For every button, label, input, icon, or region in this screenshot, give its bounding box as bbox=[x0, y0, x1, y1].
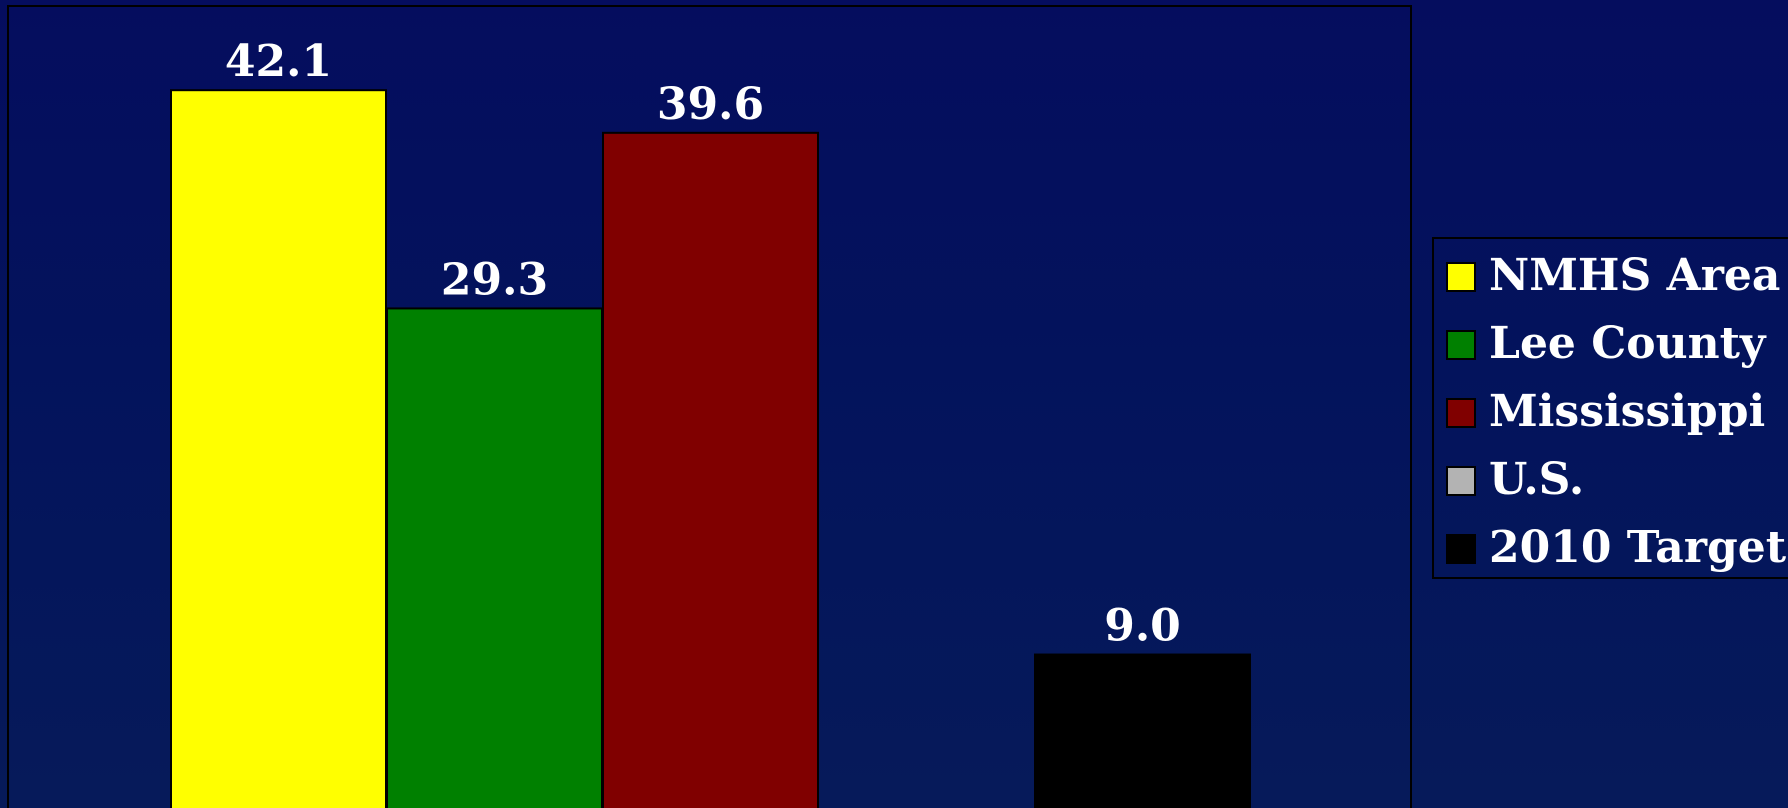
legend-label: Mississippi bbox=[1489, 386, 1765, 437]
legend: NMHS Area Lee County Mississippi U.S. 2010 T… bbox=[1432, 237, 1788, 579]
legend-label: 2010 Target bbox=[1489, 522, 1787, 573]
legend-swatch bbox=[1446, 262, 1476, 292]
bar-lee-county bbox=[386, 307, 603, 808]
plot-area bbox=[7, 5, 1412, 808]
legend-swatch bbox=[1446, 398, 1476, 428]
legend-label: NMHS Area bbox=[1489, 250, 1780, 301]
value-label: 29.3 bbox=[441, 254, 548, 305]
bar-mississippi bbox=[602, 131, 819, 808]
value-label: 9.0 bbox=[1104, 601, 1181, 652]
value-label: 39.6 bbox=[657, 79, 764, 130]
legend-label: U.S. bbox=[1489, 454, 1584, 505]
bar-nmhs-area bbox=[170, 89, 387, 808]
legend-box bbox=[1432, 237, 1788, 579]
value-label: 42.1 bbox=[225, 36, 332, 87]
value-labels: 42.1 29.3 39.6 9.0 bbox=[225, 36, 1181, 651]
legend-swatch bbox=[1446, 466, 1476, 496]
bars bbox=[170, 89, 1251, 808]
bar-2010-target bbox=[1034, 653, 1251, 808]
legend-swatch bbox=[1446, 330, 1476, 360]
legend-swatch bbox=[1446, 534, 1476, 564]
legend-label: Lee County bbox=[1489, 318, 1767, 369]
